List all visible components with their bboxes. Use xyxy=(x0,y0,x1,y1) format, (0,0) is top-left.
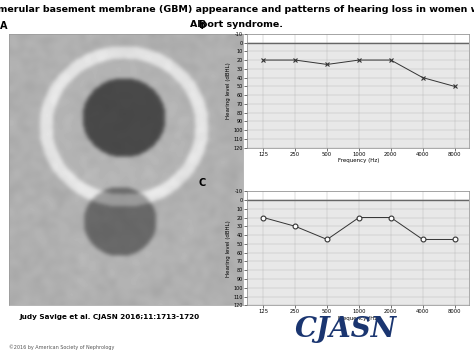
Text: C: C xyxy=(198,178,206,188)
Text: Glomerular basement membrane (GBM) appearance and patterns of hearing loss in wo: Glomerular basement membrane (GBM) appea… xyxy=(0,5,474,14)
Bar xyxy=(247,34,469,43)
Text: Judy Savige et al. CJASN 2016;11:1713-1720: Judy Savige et al. CJASN 2016;11:1713-17… xyxy=(19,314,199,320)
Text: Alport syndrome.: Alport syndrome. xyxy=(191,20,283,28)
Text: B: B xyxy=(198,20,206,30)
X-axis label: Frequency (Hz): Frequency (Hz) xyxy=(337,316,379,321)
X-axis label: Frequency (Hz): Frequency (Hz) xyxy=(337,158,379,163)
Y-axis label: Hearing level (dBHL): Hearing level (dBHL) xyxy=(226,62,231,119)
Text: A: A xyxy=(0,21,8,31)
Text: CJASN: CJASN xyxy=(295,316,397,343)
Text: ©2016 by American Society of Nephrology: ©2016 by American Society of Nephrology xyxy=(9,344,115,350)
Y-axis label: Hearing level (dBHL): Hearing level (dBHL) xyxy=(226,220,231,277)
Bar xyxy=(247,191,469,200)
